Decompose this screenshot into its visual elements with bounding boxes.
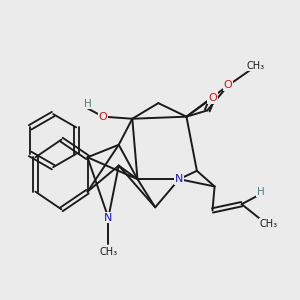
Text: CH₃: CH₃ [99, 247, 117, 256]
Text: O: O [208, 93, 217, 103]
Text: CH₃: CH₃ [260, 219, 278, 229]
Text: N: N [104, 213, 112, 223]
Text: H: H [84, 99, 92, 109]
Text: O: O [224, 80, 233, 90]
Text: O: O [99, 112, 107, 122]
Text: N: N [175, 174, 183, 184]
Text: H: H [257, 187, 265, 197]
Text: CH₃: CH₃ [246, 61, 264, 70]
